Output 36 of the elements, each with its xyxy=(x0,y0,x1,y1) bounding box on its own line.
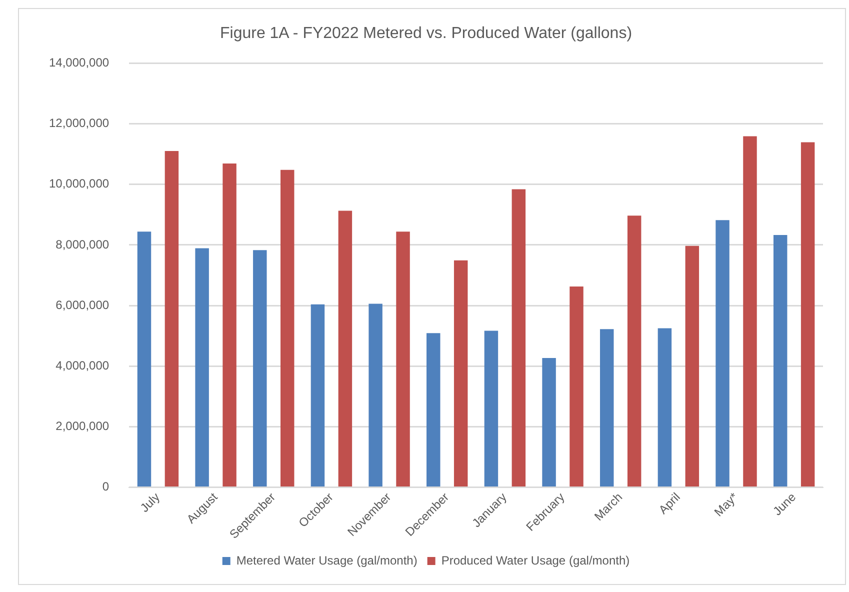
bar xyxy=(627,216,642,487)
bar xyxy=(368,304,382,487)
bar xyxy=(396,232,410,487)
bar xyxy=(310,304,325,487)
bar xyxy=(658,328,672,487)
bar xyxy=(685,246,700,487)
bar xyxy=(570,286,584,487)
y-tick-label: 2,000,000 xyxy=(56,419,110,434)
bar xyxy=(716,220,730,487)
bar xyxy=(512,189,526,487)
bar xyxy=(426,333,440,487)
bar xyxy=(253,250,267,487)
bar xyxy=(280,170,294,487)
bar xyxy=(484,330,498,487)
y-tick-label: 8,000,000 xyxy=(56,237,110,252)
bar xyxy=(800,142,815,487)
y-tick-label: 12,000,000 xyxy=(48,116,110,130)
bar xyxy=(454,260,468,487)
legend-label: Produced Water Usage (gal/month) xyxy=(441,553,630,568)
bar xyxy=(164,151,179,487)
bar xyxy=(743,136,757,487)
x-tick-label: July xyxy=(137,490,162,515)
y-tick-label: 6,000,000 xyxy=(56,298,110,312)
bar xyxy=(222,163,236,487)
y-tick-label: 4,000,000 xyxy=(56,358,110,372)
bar xyxy=(773,234,788,487)
y-tick-label: 14,000,000 xyxy=(48,56,110,70)
legend-label: Metered Water Usage (gal/month) xyxy=(236,553,418,568)
bar xyxy=(600,329,614,487)
bar xyxy=(195,248,209,487)
bar xyxy=(338,210,352,487)
bar xyxy=(137,232,152,487)
y-tick-label: 10,000,000 xyxy=(48,176,110,191)
y-tick-label: 0 xyxy=(102,480,110,494)
chart-title: Figure 1A - FY2022 Metered vs. Produced Water (gallons) xyxy=(220,25,632,42)
bar xyxy=(542,358,556,487)
